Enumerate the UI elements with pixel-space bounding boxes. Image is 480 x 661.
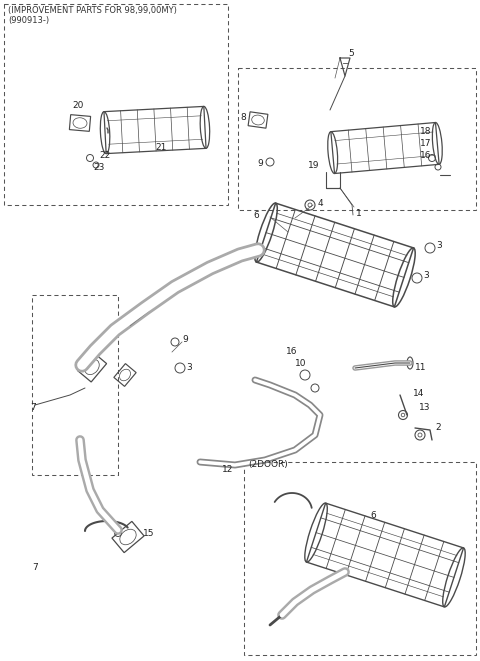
Text: 9: 9 [257, 159, 263, 167]
Text: 14: 14 [413, 389, 424, 397]
Text: 6: 6 [253, 210, 259, 219]
Text: 12: 12 [222, 465, 233, 475]
Text: 23: 23 [93, 163, 104, 173]
Text: 18: 18 [420, 128, 432, 137]
Text: 3: 3 [186, 362, 192, 371]
Text: 15: 15 [143, 529, 155, 537]
Text: 8: 8 [240, 112, 246, 122]
Text: 20: 20 [72, 100, 84, 110]
Text: 5: 5 [348, 50, 354, 59]
Text: 6: 6 [370, 510, 376, 520]
Text: 4: 4 [318, 200, 324, 208]
Text: 13: 13 [419, 403, 431, 412]
Text: 7: 7 [30, 403, 36, 412]
Text: 2: 2 [435, 422, 441, 432]
Text: 19: 19 [308, 161, 320, 169]
Text: 21: 21 [155, 143, 167, 153]
Text: 16: 16 [420, 151, 432, 161]
Text: 22: 22 [99, 151, 110, 159]
Text: (990913-): (990913-) [8, 16, 49, 25]
Text: 3: 3 [423, 272, 429, 280]
Text: (IMPROVEMENT PARTS FOR 98,99,00MY): (IMPROVEMENT PARTS FOR 98,99,00MY) [8, 6, 177, 15]
Text: 11: 11 [415, 364, 427, 373]
Text: 3: 3 [436, 241, 442, 249]
Text: 10: 10 [295, 358, 307, 368]
Text: 7: 7 [32, 563, 38, 572]
Text: 16: 16 [286, 348, 298, 356]
Text: 1: 1 [356, 210, 362, 219]
Text: 9: 9 [182, 334, 188, 344]
Text: (2DOOR): (2DOOR) [248, 461, 288, 469]
Text: 17: 17 [420, 139, 432, 149]
